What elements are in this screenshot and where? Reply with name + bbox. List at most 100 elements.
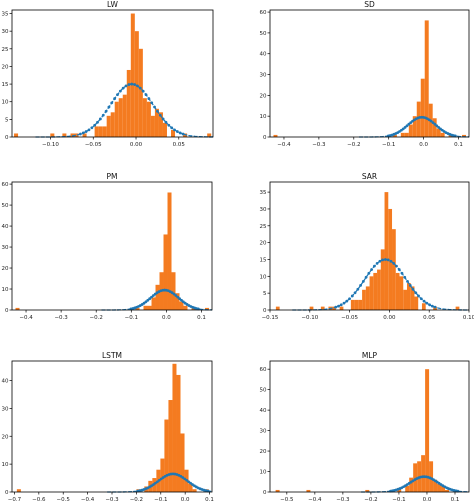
histogram-bar — [462, 134, 466, 137]
axes-frame — [269, 181, 470, 311]
histogram-bar — [98, 126, 103, 137]
fit-point — [93, 123, 97, 127]
fit-point — [401, 127, 405, 131]
x-tick-label: 0.00 — [130, 142, 143, 148]
y-tick-label: 20 — [260, 93, 267, 99]
fit-point — [79, 132, 82, 136]
x-tick-label: −0.3 — [54, 315, 68, 321]
fit-point — [136, 84, 139, 88]
y-tick-label: 40 — [2, 379, 9, 385]
histogram-bar — [158, 112, 163, 137]
y-tick-label: 10 — [260, 274, 267, 280]
chart-panel-mlp: −0.5 −0.4 −0.3 −0.2 −0.1 0.0 0.1 0 10 20 30 40 50 60 M… — [260, 351, 470, 502]
histogram-bar — [167, 192, 172, 310]
histogram-bar — [445, 489, 449, 492]
x-tick-label: −0.2 — [364, 497, 377, 502]
fit-point — [375, 261, 379, 265]
y-tick-label: 0 — [5, 308, 9, 314]
y-tick-label: 50 — [260, 31, 267, 37]
chart-panel-sar: −0.15 −0.10 −0.05 0.00 0.05 0.10 0 5 10 15 20 25 30 3… — [260, 172, 474, 321]
histogram-bar — [176, 374, 181, 492]
fit-point — [408, 284, 412, 287]
chart-title: SD — [364, 0, 375, 9]
y-tick-label: 5 — [5, 117, 9, 123]
histogram-bar — [102, 126, 107, 137]
fit-point — [90, 126, 94, 130]
histogram-bar — [441, 485, 446, 492]
histogram-bar — [138, 48, 143, 138]
y-tick-label: 20 — [260, 449, 267, 455]
chart-title: LW — [107, 0, 118, 9]
fit-point — [411, 287, 415, 291]
x-tick-label: −0.7 — [8, 497, 22, 502]
fit-point — [400, 271, 404, 275]
histogram-bar — [175, 293, 180, 310]
fit-point — [170, 126, 174, 130]
chart-panel-pm: −0.4 −0.3 −0.2 −0.1 0.0 0.1 0 10 20 30 40 50 60 PM — [2, 172, 213, 321]
fit-point — [185, 478, 189, 482]
fit-point — [372, 264, 376, 268]
fit-point — [156, 109, 159, 113]
x-tick-label: 0.00 — [383, 315, 396, 321]
histogram-bar — [15, 307, 20, 310]
histogram-bar — [62, 133, 67, 137]
x-tick-label: 0.0 — [181, 497, 190, 502]
y-tick-label: 0 — [263, 135, 267, 141]
histogram-bar — [455, 306, 460, 310]
x-tick-label: −0.3 — [336, 497, 350, 502]
y-tick-label: 35 — [260, 190, 267, 196]
fit-point — [196, 307, 200, 311]
histogram-bar — [400, 132, 405, 137]
histogram-bar — [135, 307, 140, 310]
y-tick-label: 10 — [260, 470, 267, 476]
histogram-bar — [425, 369, 430, 492]
fit-point — [98, 117, 102, 121]
fit-point — [180, 298, 183, 302]
fit-point — [110, 101, 114, 105]
histogram-bar — [188, 483, 193, 492]
chart-title: MLP — [362, 351, 378, 360]
histogram-bar — [192, 489, 197, 492]
fit-point — [130, 82, 134, 86]
fit-point — [107, 105, 111, 109]
fit-point — [141, 89, 145, 93]
fit-point — [189, 481, 192, 485]
y-tick-label: 35 — [2, 12, 9, 18]
y-tick-label: 50 — [260, 388, 267, 394]
x-tick-label: −0.05 — [341, 315, 358, 321]
y-tick-label: 10 — [2, 462, 9, 468]
fit-point — [353, 291, 357, 295]
histogram-bar — [180, 433, 185, 492]
fit-point — [84, 130, 88, 133]
fit-point — [406, 279, 409, 283]
axes-frame — [11, 181, 213, 311]
histogram-bar — [410, 286, 415, 310]
fit-point — [148, 297, 152, 301]
fit-point — [181, 132, 185, 136]
fit-point — [419, 297, 423, 301]
histogram-bar — [420, 78, 425, 137]
x-tick-label: −0.4 — [308, 497, 322, 502]
y-tick-label: 20 — [260, 241, 267, 247]
fit-point — [453, 134, 457, 138]
chart-title: PM — [107, 172, 118, 181]
histogram-bar — [309, 306, 314, 310]
fit-point — [405, 124, 409, 128]
histogram-bar — [163, 234, 168, 310]
y-tick-label: 60 — [260, 367, 267, 373]
fit-point — [154, 481, 157, 485]
histogram-bar — [16, 489, 21, 492]
histogram-bar — [404, 132, 409, 137]
fit-point — [392, 261, 396, 265]
histogram-bar — [106, 115, 111, 137]
histogram-bar — [118, 98, 123, 137]
histogram-bar — [160, 458, 165, 492]
fit-point — [144, 93, 148, 97]
fit-point — [127, 83, 131, 86]
x-tick-label: −0.10 — [42, 142, 59, 148]
histogram-bar — [151, 297, 156, 310]
histogram-bar — [179, 301, 184, 310]
x-tick-label: −0.4 — [277, 142, 291, 148]
y-tick-label: 25 — [2, 47, 9, 53]
axes-frame — [269, 360, 470, 493]
